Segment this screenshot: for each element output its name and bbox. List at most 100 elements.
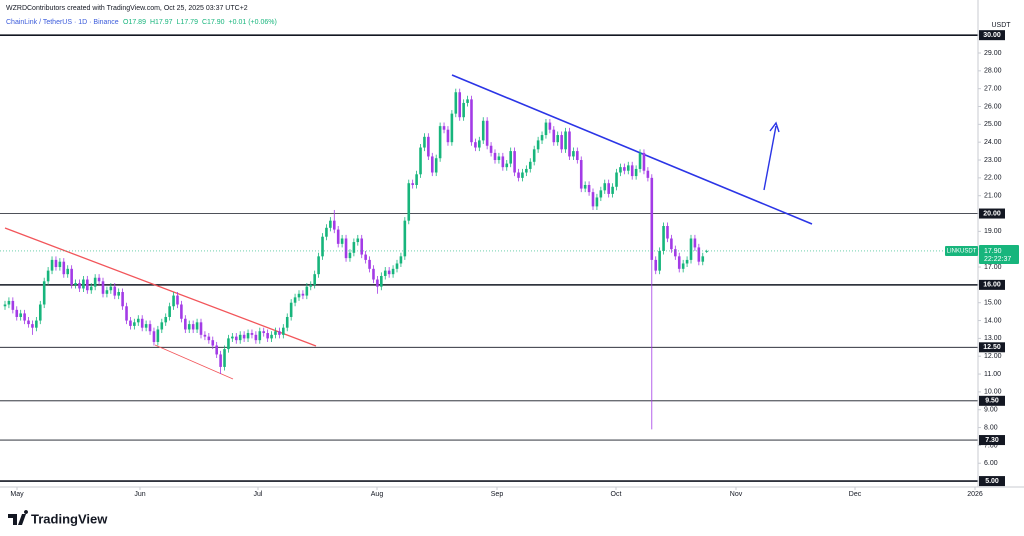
candle-body (446, 129, 450, 143)
candle-body (62, 261, 66, 275)
candle-body (242, 334, 246, 339)
candle-body (697, 247, 701, 262)
level-label: 9.50 (985, 398, 999, 405)
candle-body (184, 318, 187, 330)
candle-body (603, 183, 607, 191)
x-tick-label: Jul (254, 491, 263, 498)
y-axis-title: USDT (991, 22, 1011, 29)
candle-body (623, 167, 626, 171)
candle-body (238, 334, 242, 341)
candle-body (274, 331, 277, 335)
ohlc-legend: O17.89 H17.97 L17.79 C17.90 +0.01 (+0.06%) (123, 19, 277, 26)
candle-body (11, 300, 15, 310)
y-tick-label: 23.00 (984, 157, 1002, 164)
candle-body (677, 256, 681, 269)
candle-body (89, 286, 93, 291)
candle-body (532, 149, 536, 162)
candle-body (246, 333, 250, 339)
ohlc-value: L17.79 (177, 19, 199, 26)
candle-body (234, 336, 238, 341)
level-label-box (979, 476, 1005, 487)
candle-body (427, 136, 430, 157)
candle-body (642, 152, 646, 171)
candle-body (517, 172, 520, 178)
y-tick-label: 24.00 (984, 139, 1002, 146)
candle-body (501, 156, 505, 168)
candle-body (325, 227, 328, 237)
candle-body (383, 270, 387, 276)
candle-body (340, 238, 344, 244)
candle-body (685, 259, 689, 264)
symbol-box (945, 245, 978, 256)
y-tick-label: 17.00 (984, 264, 1002, 271)
trendline (4, 227, 317, 347)
candle-body (121, 292, 124, 307)
candle-body (140, 318, 144, 328)
candle-body (309, 284, 313, 287)
y-tick-label: 29.00 (984, 50, 1002, 57)
candle-body (705, 250, 708, 252)
x-tick-label: Oct (611, 491, 622, 498)
candle-body (336, 229, 340, 244)
candle-body (701, 256, 705, 262)
level-label-box (979, 30, 1005, 41)
y-tick-label: 7.00 (984, 442, 998, 449)
axis: 5.00 6.00 7.00 8.00 9.00 10.00 11.00 12.00 13.00… (10, 30, 1005, 498)
price-box (979, 244, 1019, 264)
candle-body (470, 99, 473, 143)
candle-body (638, 152, 642, 169)
candle-body (35, 320, 38, 328)
candle-body (187, 324, 191, 330)
candle-body (113, 286, 117, 296)
candle-body (607, 183, 610, 194)
level-label-box (979, 435, 1005, 446)
x-tick-label: Dec (849, 491, 862, 498)
candle-body (66, 268, 70, 275)
y-tick-label: 21.00 (984, 193, 1002, 200)
arrow-head (769, 121, 780, 133)
candle-body (528, 161, 532, 169)
candle-body (97, 277, 101, 282)
candle-body (576, 151, 579, 161)
candle-body (419, 147, 422, 175)
candle-body (630, 165, 634, 177)
candle-body (497, 156, 501, 161)
x-tick-label: May (10, 491, 24, 498)
candle-body (513, 151, 516, 173)
candle-body (681, 263, 685, 269)
candle-body (332, 220, 336, 230)
candle-body (658, 250, 661, 271)
candle-body (136, 318, 140, 323)
candle-body (278, 331, 281, 335)
candle-body (38, 304, 42, 321)
candle-body (364, 254, 367, 260)
candle-body (548, 122, 552, 130)
candle-body (430, 156, 434, 173)
candle-body (478, 140, 481, 148)
ohlc-value: O17.89 (123, 19, 146, 26)
y-tick-label: 22.00 (984, 175, 1002, 182)
candle-body (579, 160, 583, 189)
level-label: 12.50 (983, 344, 1001, 351)
candle-body (144, 324, 148, 328)
candle-body (70, 268, 73, 285)
candle-body (536, 140, 540, 150)
y-tick-label: 27.00 (984, 86, 1002, 93)
candle-body (411, 183, 414, 185)
candle-body (258, 331, 262, 341)
candle-body (3, 304, 7, 307)
candle-body (670, 238, 673, 250)
candle-body (31, 324, 34, 328)
y-tick-label: 13.00 (984, 335, 1002, 342)
candle-body (615, 172, 618, 187)
level-label-box (979, 279, 1005, 290)
candle-body (666, 226, 669, 239)
candle-body (203, 334, 207, 337)
symbol-info: ChainLink / TetherUS · 1D · Binance (6, 19, 119, 26)
candle-body (211, 340, 215, 346)
candle-body (7, 300, 11, 305)
candle-body (587, 184, 591, 193)
candle-body (133, 322, 136, 326)
candle-body (403, 220, 407, 257)
